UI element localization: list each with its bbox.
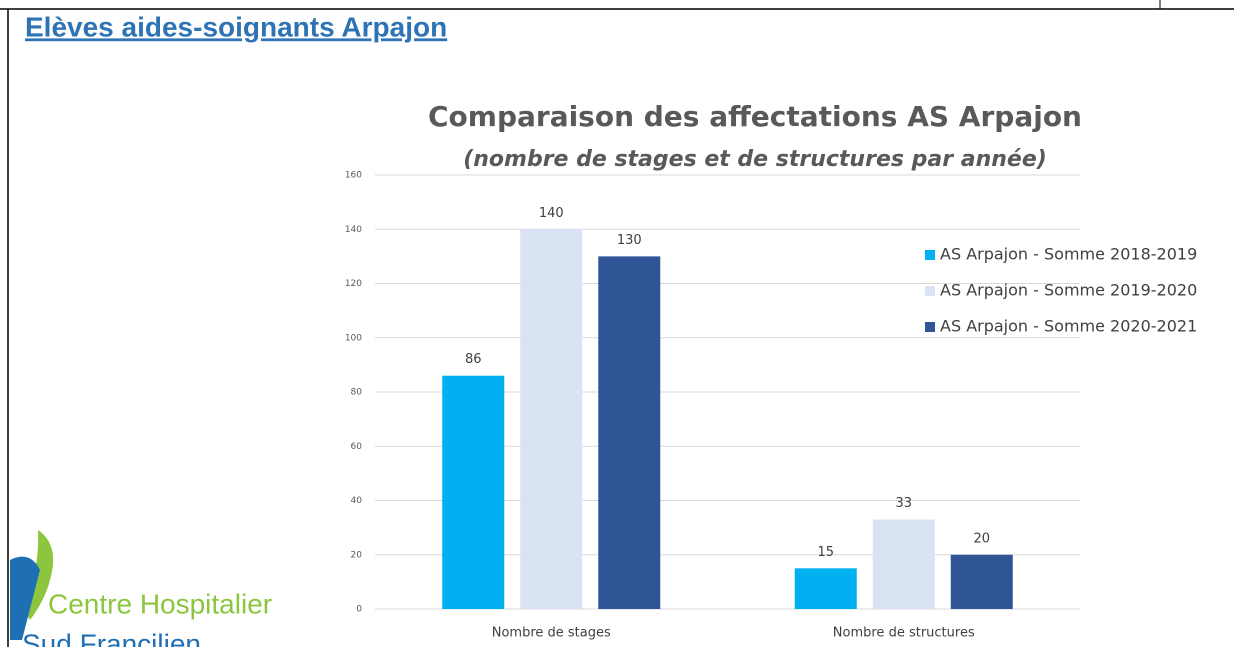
y-tick-label: 20 xyxy=(351,550,363,560)
legend-swatch xyxy=(925,250,935,260)
legend-label: AS Arpajon - Somme 2019-2020 xyxy=(940,281,1197,300)
bar xyxy=(598,256,661,609)
bar xyxy=(872,519,935,609)
data-label: 130 xyxy=(617,233,642,248)
bar xyxy=(794,568,857,609)
logo-line2: Sud Francilien xyxy=(22,628,201,647)
y-tick-label: 160 xyxy=(345,171,362,181)
y-tick-label: 120 xyxy=(345,279,362,289)
legend-swatch xyxy=(925,322,935,332)
chart-subtitle: (nombre de stages et de structures par a… xyxy=(463,147,1047,172)
y-tick-label: 40 xyxy=(351,496,363,506)
y-tick-label: 60 xyxy=(351,442,363,452)
legend-label: AS Arpajon - Somme 2020-2021 xyxy=(940,317,1197,336)
data-label: 20 xyxy=(973,531,990,546)
bar xyxy=(442,375,505,609)
heading: Elèves aides-soignants Arpajon xyxy=(25,11,447,42)
data-label: 33 xyxy=(895,496,912,511)
y-tick-label: 0 xyxy=(356,605,362,615)
logo-shape xyxy=(10,556,40,640)
y-tick-label: 80 xyxy=(351,388,363,398)
bar xyxy=(950,554,1013,609)
data-label: 86 xyxy=(465,352,482,367)
data-label: 140 xyxy=(539,206,564,221)
x-tick-label: Nombre de stages xyxy=(492,626,611,641)
bar xyxy=(520,229,583,609)
data-label: 15 xyxy=(817,545,834,560)
logo-line1: Centre Hospitalier xyxy=(48,588,272,619)
y-tick-label: 100 xyxy=(345,333,362,343)
legend-swatch xyxy=(925,286,935,296)
x-tick-label: Nombre de structures xyxy=(833,626,975,641)
chart-title: Comparaison des affectations AS Arpajon xyxy=(428,100,1082,133)
y-tick-label: 140 xyxy=(345,225,362,235)
legend-label: AS Arpajon - Somme 2018-2019 xyxy=(940,245,1197,264)
